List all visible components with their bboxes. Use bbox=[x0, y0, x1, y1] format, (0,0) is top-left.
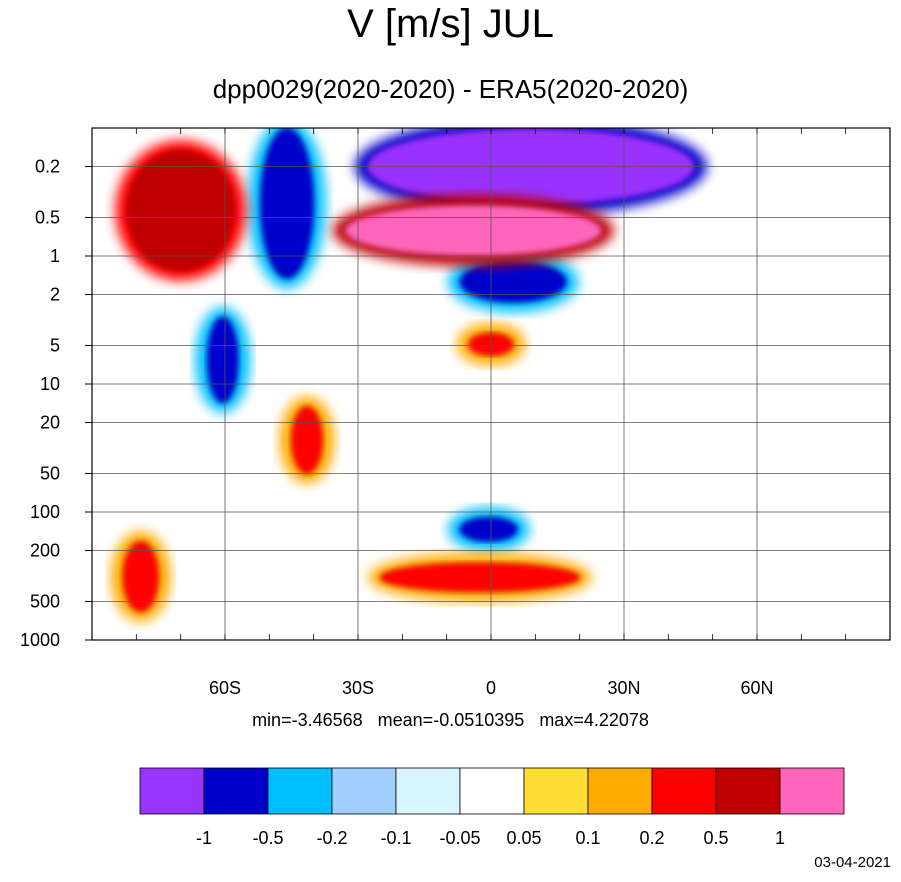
field-blob bbox=[459, 516, 518, 542]
colorbar-tick-label: -0.05 bbox=[439, 828, 480, 848]
field-blob bbox=[206, 316, 239, 404]
colorbar-swatch bbox=[267, 767, 333, 815]
colorbar-tick-label: -1 bbox=[196, 828, 212, 848]
y-tick-label: 0.2 bbox=[35, 157, 60, 177]
colorbar-swatch bbox=[395, 767, 461, 815]
field-blob bbox=[459, 260, 567, 303]
y-tick-label: 200 bbox=[30, 541, 60, 561]
grid-lines bbox=[92, 128, 890, 641]
colorbar-tick-label: 0.05 bbox=[506, 828, 541, 848]
stat-min: min=-3.46568 bbox=[252, 710, 363, 730]
y-tick-label: 10 bbox=[40, 374, 60, 394]
stat-mean: mean=-0.0510395 bbox=[377, 710, 525, 730]
field-blob bbox=[260, 128, 314, 279]
colorbar-swatch bbox=[331, 767, 397, 815]
date-stamp: 03-04-2021 bbox=[814, 854, 891, 871]
y-tick-label: 500 bbox=[30, 591, 60, 611]
colorbar-swatch bbox=[715, 767, 781, 815]
y-tick-label: 1000 bbox=[20, 630, 60, 650]
field-blob bbox=[122, 541, 159, 612]
colorbar-swatch bbox=[139, 767, 205, 815]
colorbar-swatch bbox=[523, 767, 589, 815]
colorbar-swatch bbox=[203, 767, 269, 815]
colorbar-swatch bbox=[459, 767, 525, 815]
colorbar-tick-label: -0.2 bbox=[316, 828, 347, 848]
y-tick-label: 0.5 bbox=[35, 207, 60, 227]
y-axis: 0.2 0.5 1 2 5 10 20 50 100 200 500 1000 bbox=[20, 157, 92, 650]
colorbar-swatch bbox=[651, 767, 717, 815]
field-blob bbox=[344, 204, 603, 257]
stats-line: min=-3.46568 mean=-0.0510395 max=4.22078 bbox=[0, 710, 901, 731]
colorbar-swatch bbox=[587, 767, 653, 815]
field-blob bbox=[379, 562, 580, 593]
colorbar-tick-label: 0.1 bbox=[575, 828, 600, 848]
stat-max: max=4.22078 bbox=[539, 710, 649, 730]
y-tick-label: 1 bbox=[50, 246, 60, 266]
y-tick-label: 100 bbox=[30, 502, 60, 522]
x-tick-label: 60S bbox=[209, 678, 241, 698]
colorbar-tick-label: -0.1 bbox=[380, 828, 411, 848]
colorbar-tick-label: 0.5 bbox=[703, 828, 728, 848]
x-axis: 60S 30S 0 30N 60N bbox=[135, 128, 847, 698]
y-tick-label: 5 bbox=[50, 335, 60, 355]
field-blob bbox=[127, 150, 235, 271]
x-tick-label: 30S bbox=[342, 678, 374, 698]
field-blob bbox=[291, 406, 323, 474]
x-tick-label: 60N bbox=[740, 678, 773, 698]
colorbar-tick-label: 0.2 bbox=[639, 828, 664, 848]
x-tick-label: 30N bbox=[607, 678, 640, 698]
x-tick-label: 0 bbox=[486, 678, 496, 698]
y-tick-label: 20 bbox=[40, 413, 60, 433]
colorbar: -1 -0.5 -0.2 -0.1 -0.05 0.05 0.1 0.2 0.5 1 bbox=[139, 767, 845, 848]
colorbar-tick-label: 1 bbox=[775, 828, 785, 848]
colorbar-swatch bbox=[779, 767, 845, 815]
chart-subtitle: dpp0029(2020-2020) - ERA5(2020-2020) bbox=[212, 74, 689, 104]
colorbar-tick-label: -0.5 bbox=[252, 828, 283, 848]
y-tick-label: 2 bbox=[50, 285, 60, 305]
y-tick-label: 50 bbox=[40, 463, 60, 483]
chart-title: V [m/s] JUL bbox=[347, 2, 554, 46]
